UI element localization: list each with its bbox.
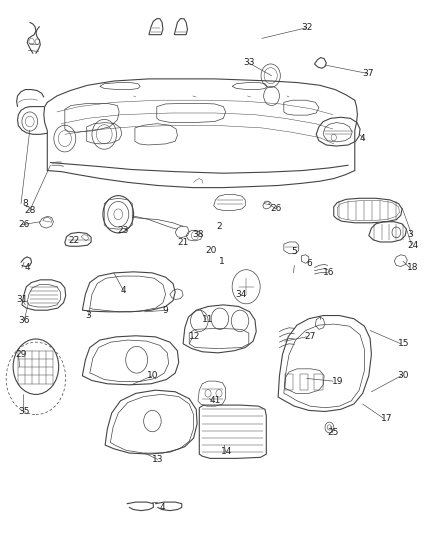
Text: 11: 11	[202, 316, 214, 324]
Text: 13: 13	[152, 455, 164, 464]
Text: 38: 38	[193, 230, 204, 239]
Text: 9: 9	[162, 306, 168, 314]
Text: 36: 36	[18, 317, 30, 325]
Text: 14: 14	[221, 448, 233, 456]
Text: 4: 4	[120, 286, 126, 295]
Text: 32: 32	[301, 23, 313, 32]
Text: 10: 10	[147, 372, 158, 380]
Text: 8: 8	[22, 199, 28, 208]
Text: 26: 26	[18, 221, 30, 229]
Text: 3: 3	[85, 311, 91, 320]
Text: 23: 23	[117, 226, 129, 235]
Text: 26: 26	[271, 205, 282, 213]
Text: 34: 34	[236, 290, 247, 298]
Text: 3: 3	[407, 230, 413, 239]
Text: 41: 41	[209, 397, 221, 405]
Text: 22: 22	[68, 237, 79, 245]
Text: 31: 31	[17, 295, 28, 304]
Text: 15: 15	[398, 340, 409, 348]
Text: 5: 5	[291, 247, 297, 256]
Text: 33: 33	[243, 59, 254, 67]
Text: 28: 28	[24, 206, 35, 215]
Text: 21: 21	[177, 238, 189, 247]
Text: 27: 27	[304, 333, 316, 341]
Text: 4: 4	[359, 134, 365, 143]
Text: 16: 16	[323, 269, 335, 277]
Text: 35: 35	[18, 407, 30, 416]
Text: 29: 29	[15, 350, 27, 359]
Text: 30: 30	[398, 372, 409, 380]
Text: 1: 1	[219, 257, 225, 265]
Text: 24: 24	[407, 241, 419, 249]
Text: 19: 19	[332, 377, 343, 385]
Text: 17: 17	[381, 414, 392, 423]
Text: 18: 18	[406, 263, 418, 272]
Text: 6: 6	[307, 260, 312, 268]
Text: 37: 37	[363, 69, 374, 78]
Text: 20: 20	[205, 246, 216, 255]
Text: 25: 25	[328, 429, 339, 437]
Text: 4: 4	[24, 263, 30, 272]
Text: 12: 12	[189, 333, 201, 341]
Text: 4: 4	[159, 503, 165, 512]
Text: 2: 2	[217, 222, 223, 231]
